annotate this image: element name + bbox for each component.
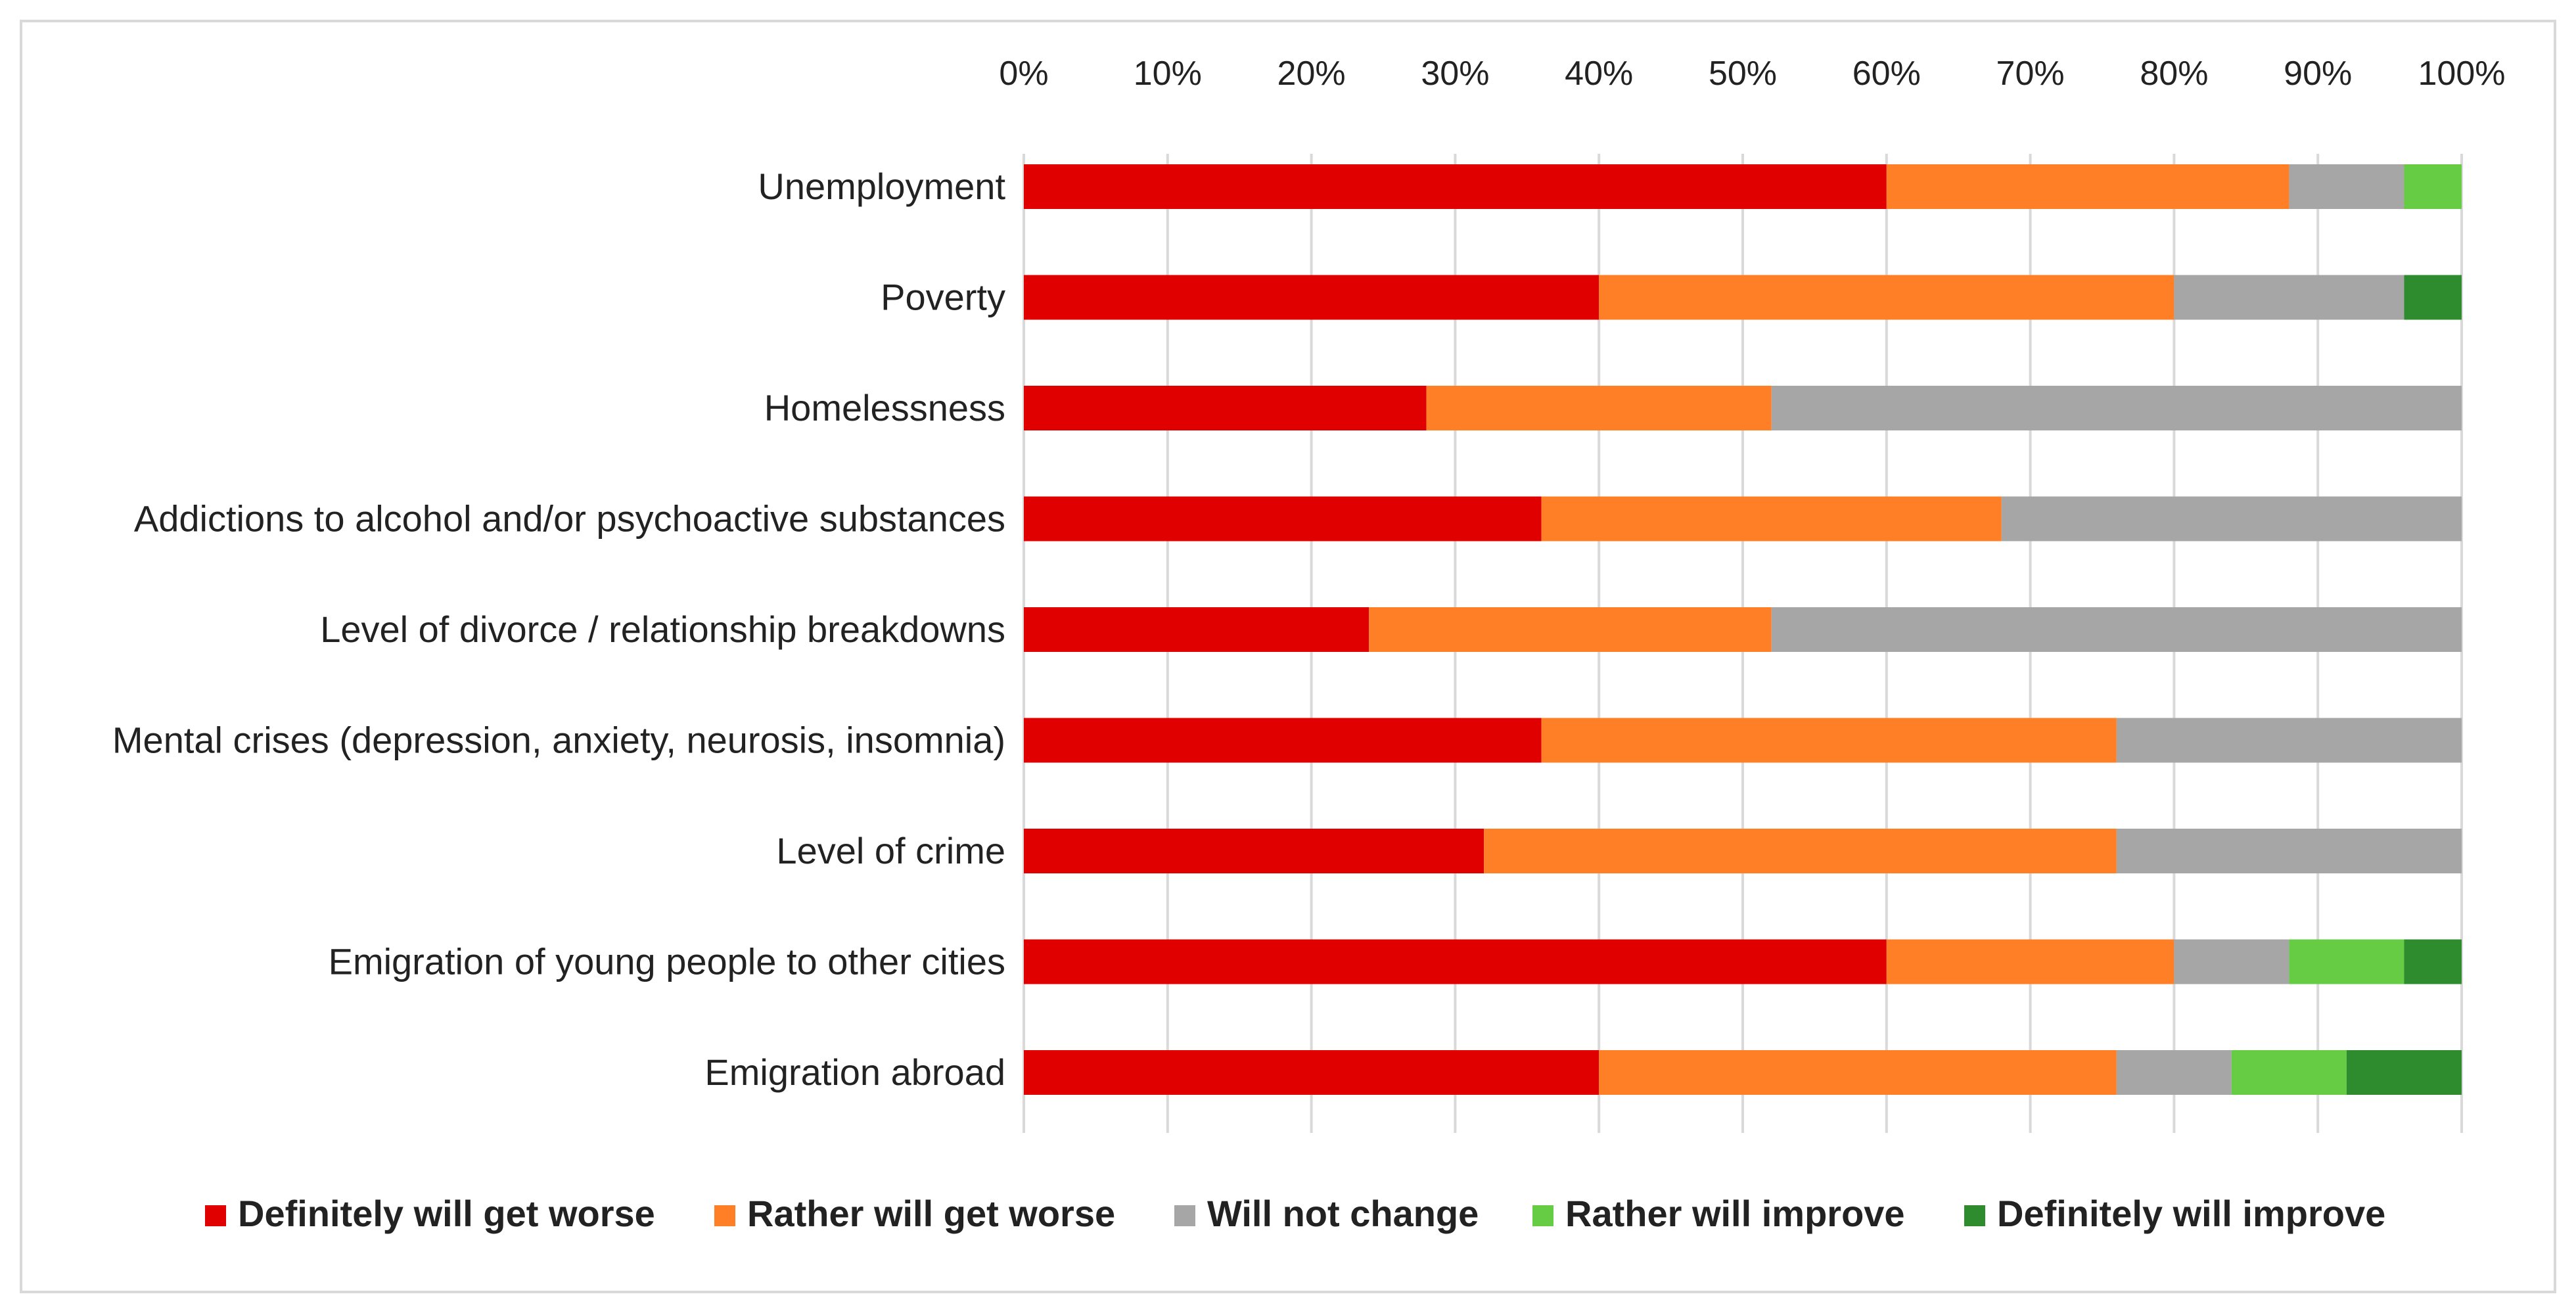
bar-unemployment-will-not-change	[2289, 164, 2404, 209]
legend-label-definitely-will-get-worse: Definitely will get worse	[238, 1193, 655, 1234]
bar-addictions-to-alcohol-and-or-psychoactive-substances-will-not-change	[2001, 496, 2462, 541]
bar-emigration-abroad-definitely-will-get-worse	[1024, 1050, 1599, 1095]
legend-label-definitely-will-improve: Definitely will improve	[1997, 1193, 2385, 1234]
x-tick-label: 40%	[1565, 55, 1633, 93]
bar-addictions-to-alcohol-and-or-psychoactive-substances-definitely-will-get-worse	[1024, 496, 1542, 541]
bar-homelessness-definitely-will-get-worse	[1024, 386, 1427, 430]
bars	[1024, 164, 2462, 1095]
category-labels: Unemployment Poverty Homelessness Addiction…	[112, 166, 1006, 1093]
bar-poverty-rather-will-get-worse	[1599, 275, 2174, 320]
category-label-level-of-crime: Level of crime	[776, 830, 1005, 871]
legend-swatch-rather-will-improve	[1532, 1205, 1553, 1226]
legend-swatch-definitely-will-get-worse	[205, 1205, 226, 1226]
bar-emigration-of-young-people-to-other-cities-rather-will-get-worse	[1886, 939, 2174, 984]
stacked-bar-chart: 0% 10% 20% 30% 40% 50% 60% 70% 80% 90% 100% Unempl…	[112, 55, 2506, 1234]
bar-level-of-crime-will-not-change	[2116, 829, 2462, 873]
bar-homelessness-rather-will-get-worse	[1426, 386, 1772, 430]
bar-level-of-divorce-relationship-breakdowns-rather-will-get-worse	[1369, 607, 1772, 652]
x-tick-label: 0%	[999, 55, 1048, 93]
x-tick-label: 60%	[1852, 55, 1921, 93]
bar-mental-crises-depression-anxiety-neurosis-insomnia-will-not-change	[2116, 718, 2462, 763]
bar-homelessness-will-not-change	[1771, 386, 2462, 430]
bar-addictions-to-alcohol-and-or-psychoactive-substances-rather-will-get-worse	[1541, 496, 2002, 541]
bar-level-of-crime-rather-will-get-worse	[1484, 829, 2117, 873]
category-label-mental-crises-depression-anxiety-neurosis-insomnia: Mental crises (depression, anxiety, neur…	[112, 720, 1005, 761]
category-label-poverty: Poverty	[881, 277, 1005, 318]
bar-unemployment-definitely-will-get-worse	[1024, 164, 1887, 209]
x-tick-label: 10%	[1134, 55, 1202, 93]
bar-emigration-abroad-will-not-change	[2116, 1050, 2232, 1095]
x-tick-label: 80%	[2140, 55, 2208, 93]
bar-emigration-of-young-people-to-other-cities-rather-will-improve	[2289, 939, 2404, 984]
legend-label-rather-will-improve: Rather will improve	[1565, 1193, 1905, 1234]
x-tick-label: 20%	[1277, 55, 1346, 93]
bar-mental-crises-depression-anxiety-neurosis-insomnia-rather-will-get-worse	[1541, 718, 2117, 763]
bar-emigration-of-young-people-to-other-cities-definitely-will-improve	[2404, 939, 2462, 984]
legend-label-rather-will-get-worse: Rather will get worse	[747, 1193, 1115, 1234]
category-label-addictions-to-alcohol-and-or-psychoactive-substances: Addictions to alcohol and/or psychoactiv…	[134, 498, 1005, 540]
bar-emigration-of-young-people-to-other-cities-definitely-will-get-worse	[1024, 939, 1887, 984]
legend-swatch-will-not-change	[1174, 1205, 1195, 1226]
category-label-emigration-of-young-people-to-other-cities: Emigration of young people to other citi…	[329, 941, 1005, 982]
bar-mental-crises-depression-anxiety-neurosis-insomnia-definitely-will-get-worse	[1024, 718, 1542, 763]
x-axis-ticks: 0% 10% 20% 30% 40% 50% 60% 70% 80% 90% 100%	[999, 55, 2505, 93]
category-label-homelessness: Homelessness	[764, 387, 1005, 428]
bar-poverty-definitely-will-improve	[2404, 275, 2462, 320]
bar-level-of-divorce-relationship-breakdowns-definitely-will-get-worse	[1024, 607, 1369, 652]
legend-swatch-rather-will-get-worse	[714, 1205, 735, 1226]
bar-poverty-definitely-will-get-worse	[1024, 275, 1599, 320]
bar-emigration-abroad-rather-will-get-worse	[1599, 1050, 2117, 1095]
bar-emigration-abroad-definitely-will-improve	[2346, 1050, 2462, 1095]
legend: Definitely will get worse Rather will get…	[205, 1193, 2385, 1234]
chart-frame: 0% 10% 20% 30% 40% 50% 60% 70% 80% 90% 100% Unempl…	[20, 20, 2556, 1293]
category-label-level-of-divorce-relationship-breakdowns: Level of divorce / relationship breakdow…	[320, 609, 1005, 650]
x-tick-label: 100%	[2418, 55, 2506, 93]
x-tick-label: 30%	[1421, 55, 1489, 93]
x-tick-label: 50%	[1709, 55, 1777, 93]
x-tick-label: 90%	[2284, 55, 2352, 93]
bar-poverty-will-not-change	[2174, 275, 2404, 320]
bar-emigration-abroad-rather-will-improve	[2231, 1050, 2347, 1095]
bar-unemployment-rather-will-improve	[2404, 164, 2462, 209]
category-label-unemployment: Unemployment	[758, 166, 1005, 207]
bar-level-of-divorce-relationship-breakdowns-will-not-change	[1771, 607, 2462, 652]
bar-emigration-of-young-people-to-other-cities-will-not-change	[2174, 939, 2289, 984]
legend-label-will-not-change: Will not change	[1207, 1193, 1479, 1234]
bar-level-of-crime-definitely-will-get-worse	[1024, 829, 1484, 873]
legend-swatch-definitely-will-improve	[1964, 1205, 1985, 1226]
category-label-emigration-abroad: Emigration abroad	[704, 1051, 1005, 1093]
bar-unemployment-rather-will-get-worse	[1886, 164, 2289, 209]
x-tick-label: 70%	[1996, 55, 2065, 93]
